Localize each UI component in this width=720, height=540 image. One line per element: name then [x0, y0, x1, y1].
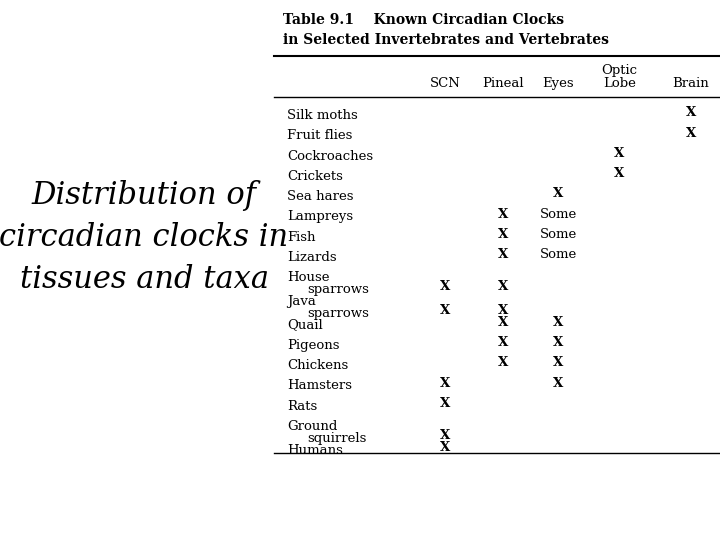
Text: X: X — [441, 280, 451, 293]
Text: House: House — [287, 271, 330, 284]
Text: Table 9.1    Known Circadian Clocks: Table 9.1 Known Circadian Clocks — [282, 14, 564, 28]
Text: X: X — [553, 336, 564, 349]
Text: X: X — [553, 356, 564, 369]
Text: X: X — [614, 167, 625, 180]
Text: X: X — [553, 187, 564, 200]
Text: X: X — [686, 126, 696, 140]
Text: X: X — [441, 441, 451, 454]
Text: sparrows: sparrows — [307, 283, 369, 296]
Text: Eyes: Eyes — [543, 77, 575, 90]
Text: Optic: Optic — [601, 64, 638, 77]
Text: X: X — [498, 248, 508, 261]
Text: squirrels: squirrels — [307, 431, 366, 445]
Text: SCN: SCN — [430, 77, 461, 90]
Text: Some: Some — [540, 207, 577, 221]
Text: Chickens: Chickens — [287, 359, 348, 372]
Text: X: X — [498, 356, 508, 369]
Text: Lizards: Lizards — [287, 251, 337, 264]
Text: sparrows: sparrows — [307, 307, 369, 320]
Text: Silk moths: Silk moths — [287, 109, 358, 122]
Text: X: X — [553, 316, 564, 329]
Text: Some: Some — [540, 228, 577, 241]
Text: X: X — [441, 376, 451, 390]
Text: Brain: Brain — [672, 77, 709, 90]
Text: X: X — [498, 207, 508, 221]
Text: X: X — [614, 147, 625, 160]
Text: Pigeons: Pigeons — [287, 339, 340, 352]
Text: X: X — [441, 304, 451, 317]
Text: Some: Some — [540, 248, 577, 261]
Text: Rats: Rats — [287, 400, 318, 413]
Text: Distribution of
circadian clocks in
tissues and taxa: Distribution of circadian clocks in tiss… — [0, 180, 289, 295]
Text: Lobe: Lobe — [603, 77, 636, 90]
Text: X: X — [498, 228, 508, 241]
Text: X: X — [686, 106, 696, 119]
Text: X: X — [498, 280, 508, 293]
Text: Pineal: Pineal — [482, 77, 524, 90]
Text: Ground: Ground — [287, 420, 338, 433]
Text: Sea hares: Sea hares — [287, 190, 354, 203]
Text: X: X — [441, 397, 451, 410]
Text: X: X — [498, 316, 508, 329]
Text: Fruit flies: Fruit flies — [287, 129, 352, 143]
Text: X: X — [498, 336, 508, 349]
Text: Fish: Fish — [287, 231, 315, 244]
Text: Hamsters: Hamsters — [287, 379, 352, 393]
Text: Quail: Quail — [287, 319, 323, 332]
Text: X: X — [441, 429, 451, 442]
Text: X: X — [553, 376, 564, 390]
Text: Humans: Humans — [287, 443, 343, 457]
Text: Java: Java — [287, 295, 316, 308]
Text: Crickets: Crickets — [287, 170, 343, 183]
Text: Lampreys: Lampreys — [287, 210, 353, 224]
Text: Cockroaches: Cockroaches — [287, 150, 373, 163]
Text: X: X — [498, 304, 508, 317]
Text: in Selected Invertebrates and Vertebrates: in Selected Invertebrates and Vertebrate… — [282, 33, 608, 48]
